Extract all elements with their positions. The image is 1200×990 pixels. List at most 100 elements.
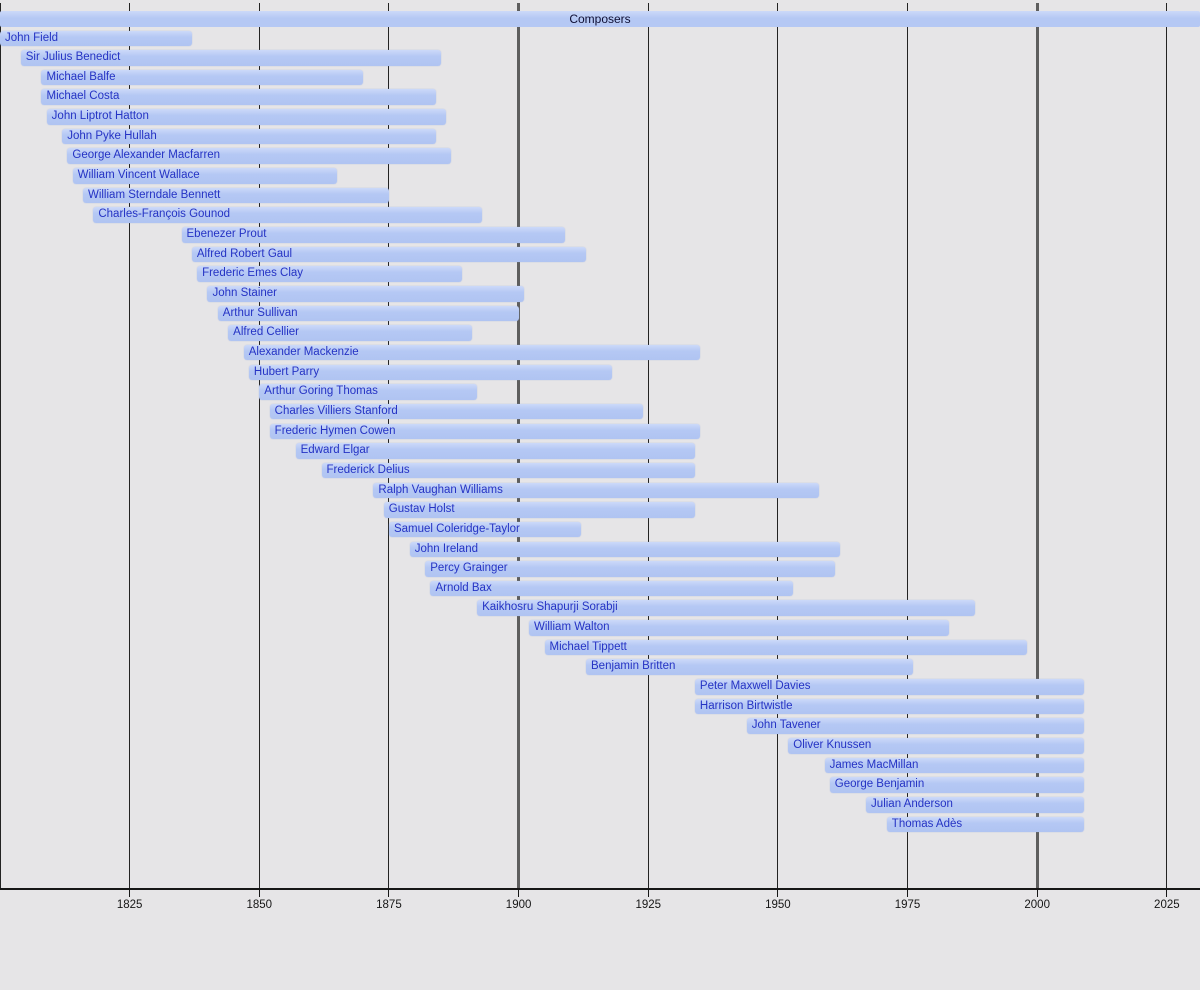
composer-bar: Thomas Adès (886, 816, 1084, 833)
gridline-1950 (777, 3, 779, 888)
composer-label[interactable]: Benjamin Britten (591, 660, 676, 673)
composer-label[interactable]: Alexander Mackenzie (248, 345, 359, 358)
composer-bar: Arthur Goring Thomas (259, 384, 478, 400)
composer-bar: Charles-François Gounod (93, 207, 483, 223)
composer-bar: William Vincent Wallace (72, 168, 338, 184)
composer-label[interactable]: Gustav Holst (388, 503, 455, 516)
composer-bar: Harrison Birtwistle (694, 698, 1084, 715)
axis-label-1975: 1975 (894, 899, 921, 911)
composer-bar: Oliver Knussen (788, 738, 1084, 754)
composer-label[interactable]: Peter Maxwell Davies (699, 680, 811, 693)
composer-bar: John Liptrot Hatton (46, 109, 446, 125)
composer-label[interactable]: John Ireland (414, 542, 478, 555)
composer-label[interactable]: William Walton (533, 621, 610, 634)
composer-label[interactable]: George Alexander Macfarren (72, 149, 221, 162)
chart-title: Composers (569, 12, 631, 26)
axis-tick-1900 (518, 890, 520, 897)
composer-bar: Alfred Cellier (228, 325, 472, 341)
composer-bar: John Stainer (207, 286, 524, 302)
gridline-1825 (129, 3, 131, 888)
composer-bar: James MacMillan (824, 757, 1084, 774)
composer-label[interactable]: Ebenezer Prout (186, 228, 267, 241)
axis-tick-2025 (1166, 890, 1168, 897)
composer-bar: Gustav Holst (383, 502, 695, 518)
composer-label[interactable]: Ralph Vaughan Williams (378, 483, 503, 496)
composer-label[interactable]: Arnold Bax (435, 581, 492, 594)
composer-label[interactable]: Edward Elgar (300, 444, 370, 457)
composer-bar: Michael Tippett (544, 639, 1027, 656)
axis-label-1850: 1850 (246, 899, 273, 911)
composer-label[interactable]: John Stainer (212, 287, 278, 299)
composer-label[interactable]: Percy Grainger (430, 562, 508, 575)
composers-period-bar: Composers (0, 11, 1200, 27)
composer-label[interactable]: Oliver Knussen (793, 739, 872, 752)
axis-label-1900: 1900 (505, 899, 532, 911)
composer-bar: William Walton (528, 620, 950, 636)
composer-bar: John Pyke Hullah (62, 128, 436, 145)
composer-label[interactable]: Charles-François Gounod (98, 208, 231, 221)
composer-label[interactable]: Sir Julius Benedict (25, 51, 121, 64)
composer-label[interactable]: Charles Villiers Stanford (274, 404, 398, 417)
composer-bar: Charles Villiers Stanford (269, 403, 644, 420)
composer-bar: John Field (0, 30, 192, 46)
composer-label[interactable]: Alfred Robert Gaul (196, 247, 293, 260)
composer-bar: Julian Anderson (866, 797, 1084, 813)
axis-label-1925: 1925 (635, 899, 662, 911)
composer-label[interactable]: Kaikhosru Shapurji Sorabji (482, 601, 618, 614)
composer-bar: Sir Julius Benedict (20, 50, 441, 66)
composer-bar: Hubert Parry (248, 364, 612, 381)
composer-label[interactable]: George Benjamin (834, 778, 925, 791)
composer-bar: William Sterndale Bennett (82, 187, 389, 204)
composer-label[interactable]: John Pyke Hullah (67, 129, 157, 142)
axis-tick-1850 (258, 890, 260, 897)
axis-tick-1950 (777, 890, 779, 897)
composer-label[interactable]: John Field (5, 31, 59, 44)
composer-label[interactable]: Julian Anderson (871, 798, 953, 811)
composer-label[interactable]: William Vincent Wallace (77, 169, 200, 182)
composer-label[interactable]: Michael Balfe (46, 70, 116, 83)
composer-bar: John Tavener (746, 718, 1084, 734)
composer-bar: Michael Costa (41, 89, 436, 105)
axis-tick-1875 (388, 890, 390, 897)
composer-bar: John Ireland (409, 541, 841, 558)
composer-label[interactable]: Frederick Delius (326, 463, 410, 476)
composer-bar: Arnold Bax (430, 580, 794, 597)
composer-bar: Benjamin Britten (586, 659, 913, 675)
composer-label[interactable]: John Liptrot Hatton (51, 110, 149, 123)
axis-label-2000: 2000 (1024, 899, 1050, 911)
composer-label[interactable]: Arthur Sullivan (222, 306, 298, 319)
composer-label[interactable]: Harrison Birtwistle (699, 699, 793, 712)
composer-label[interactable]: James MacMillan (829, 758, 919, 771)
composer-label[interactable]: Michael Costa (46, 90, 120, 103)
composer-bar: Ebenezer Prout (181, 227, 566, 243)
axis-label-1825: 1825 (116, 899, 143, 911)
composer-bar: George Benjamin (829, 777, 1084, 793)
composer-label[interactable]: Thomas Adès (891, 817, 963, 830)
composer-label[interactable]: Hubert Parry (253, 365, 320, 378)
composer-bar: Alexander Mackenzie (243, 344, 701, 361)
composer-label[interactable]: Alfred Cellier (233, 326, 299, 339)
axis-tick-2000 (1036, 890, 1038, 897)
composer-bar: Frederick Delius (321, 462, 695, 479)
composer-label[interactable]: Michael Tippett (549, 640, 627, 653)
gridline-1800 (0, 3, 1, 888)
composer-bar: Frederic Hymen Cowen (269, 423, 701, 440)
composer-bar: Ralph Vaughan Williams (373, 482, 820, 499)
composer-bar: Edward Elgar (295, 443, 695, 459)
composer-label[interactable]: Arthur Goring Thomas (264, 385, 378, 398)
composer-label[interactable]: Frederic Emes Clay (202, 267, 304, 280)
composer-bar: Peter Maxwell Davies (694, 679, 1084, 695)
x-axis-line (0, 888, 1200, 890)
composer-bar: Arthur Sullivan (217, 305, 519, 322)
composer-bar: Michael Balfe (41, 69, 364, 86)
gridline-2025 (1166, 3, 1168, 888)
composer-label[interactable]: Frederic Hymen Cowen (274, 424, 396, 437)
composer-label[interactable]: William Sterndale Bennett (87, 188, 221, 201)
composer-bar: Samuel Coleridge-Taylor (388, 521, 581, 538)
composer-label[interactable]: John Tavener (751, 719, 821, 732)
composer-bar: Frederic Emes Clay (197, 266, 462, 282)
composer-bar: Percy Grainger (425, 561, 835, 577)
composer-label[interactable]: Samuel Coleridge-Taylor (393, 522, 520, 535)
axis-tick-1825 (129, 890, 131, 897)
